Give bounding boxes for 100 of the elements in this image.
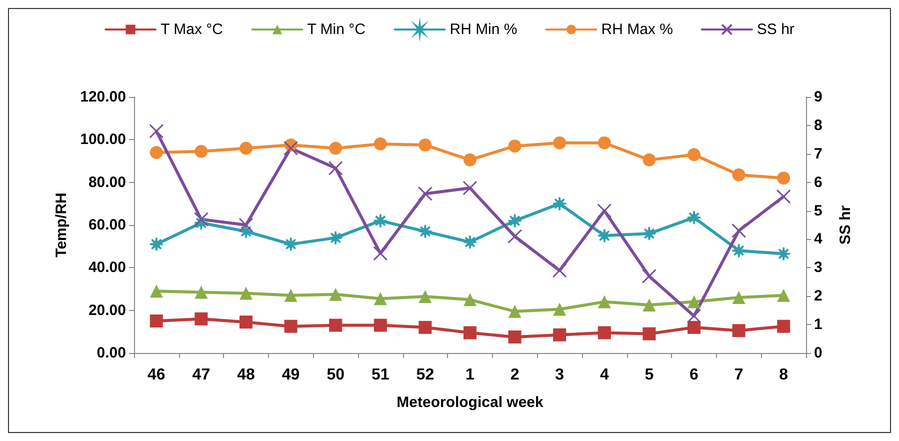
point: [777, 172, 790, 185]
point: [598, 136, 611, 150]
point: [464, 293, 476, 306]
point: [508, 213, 522, 228]
point: [418, 290, 432, 303]
point: [688, 295, 700, 308]
point: [194, 312, 208, 326]
x-tick-label: 1: [466, 366, 475, 384]
point: [642, 298, 656, 312]
point: [329, 288, 342, 301]
point: [240, 286, 252, 300]
y2-tick-label: 6: [814, 174, 822, 191]
x-tick-label: 52: [416, 366, 434, 384]
point: [597, 204, 612, 218]
legend-label: SS hr: [756, 21, 794, 38]
point: [418, 186, 432, 201]
legend-label: T Min °C: [307, 21, 366, 38]
point: [642, 153, 656, 166]
x-tick-label: 49: [282, 366, 300, 384]
point: [374, 318, 387, 332]
point: [284, 140, 298, 156]
point: [149, 236, 164, 252]
x-tick-label: 3: [555, 366, 564, 384]
point: [328, 230, 343, 246]
y2-tick-label: 9: [814, 88, 822, 106]
point: [508, 330, 522, 344]
point: [777, 320, 790, 333]
y-axis-title: Temp/RH: [53, 192, 70, 258]
point: [553, 302, 566, 316]
point: [329, 142, 342, 155]
y-tick-label: 0.00: [96, 344, 126, 362]
point: [462, 234, 478, 250]
point: [150, 314, 163, 328]
point: [598, 295, 611, 308]
point: [464, 326, 476, 340]
y2-axis-title: SS hr: [837, 205, 854, 245]
point: [777, 288, 790, 302]
point: [194, 212, 208, 227]
point: [508, 229, 522, 244]
point: [776, 189, 791, 204]
y2-tick-label: 5: [814, 202, 822, 220]
point: [732, 324, 746, 338]
x-tick-label: 5: [644, 366, 654, 384]
point: [508, 304, 522, 318]
x-tick-label: 51: [372, 366, 390, 384]
point: [284, 236, 298, 252]
y-tick-label: 60.00: [88, 216, 126, 234]
y2-tick-label: 4: [814, 230, 823, 248]
point: [732, 223, 746, 238]
point: [418, 320, 432, 334]
y-tick-label: 20.00: [88, 302, 126, 319]
point: [688, 148, 700, 162]
point: [374, 137, 387, 150]
x-axis-title: Meteorological week: [396, 394, 544, 411]
x-tick-label: 7: [734, 366, 744, 384]
point: [686, 210, 702, 225]
point: [373, 246, 388, 261]
point: [732, 291, 746, 304]
point: [552, 263, 567, 278]
y2-tick-label: 3: [814, 259, 822, 276]
legend-label: T Max °C: [160, 21, 224, 38]
point: [732, 168, 746, 182]
point: [686, 308, 702, 324]
point: [553, 328, 566, 342]
point: [373, 213, 388, 228]
point: [194, 286, 208, 299]
point: [329, 318, 342, 332]
y2-tick-label: 8: [814, 116, 822, 134]
point: [149, 124, 164, 138]
point: [642, 268, 656, 284]
y2-tick-label: 0: [814, 344, 822, 362]
point: [776, 246, 791, 262]
point: [240, 316, 252, 329]
point: [238, 218, 254, 232]
x-tick-label: 6: [690, 366, 699, 384]
point: [284, 288, 298, 302]
point: [688, 320, 700, 334]
point: [508, 140, 522, 153]
legend-label: RH Max %: [601, 21, 673, 38]
legend-label: RH Min %: [450, 21, 518, 38]
x-tick-label: 46: [148, 366, 166, 384]
x-tick-label: 47: [192, 366, 210, 384]
point: [418, 138, 432, 152]
point: [328, 160, 343, 176]
y-tick-label: 40.00: [88, 259, 126, 276]
y2-tick-label: 1: [814, 316, 822, 334]
point: [552, 196, 567, 211]
x-tick-label: 2: [510, 366, 520, 384]
x-tick-label: 8: [779, 366, 788, 384]
point: [150, 146, 163, 159]
x-tick-label: 50: [326, 366, 345, 384]
y2-tick-label: 7: [814, 145, 822, 162]
y2-tick-label: 2: [814, 288, 822, 305]
point: [732, 243, 746, 258]
point: [150, 284, 163, 298]
point: [194, 144, 208, 158]
y-tick-label: 100.00: [80, 131, 126, 148]
point: [284, 320, 298, 333]
point: [598, 326, 611, 340]
x-tick-label: 48: [237, 366, 255, 384]
